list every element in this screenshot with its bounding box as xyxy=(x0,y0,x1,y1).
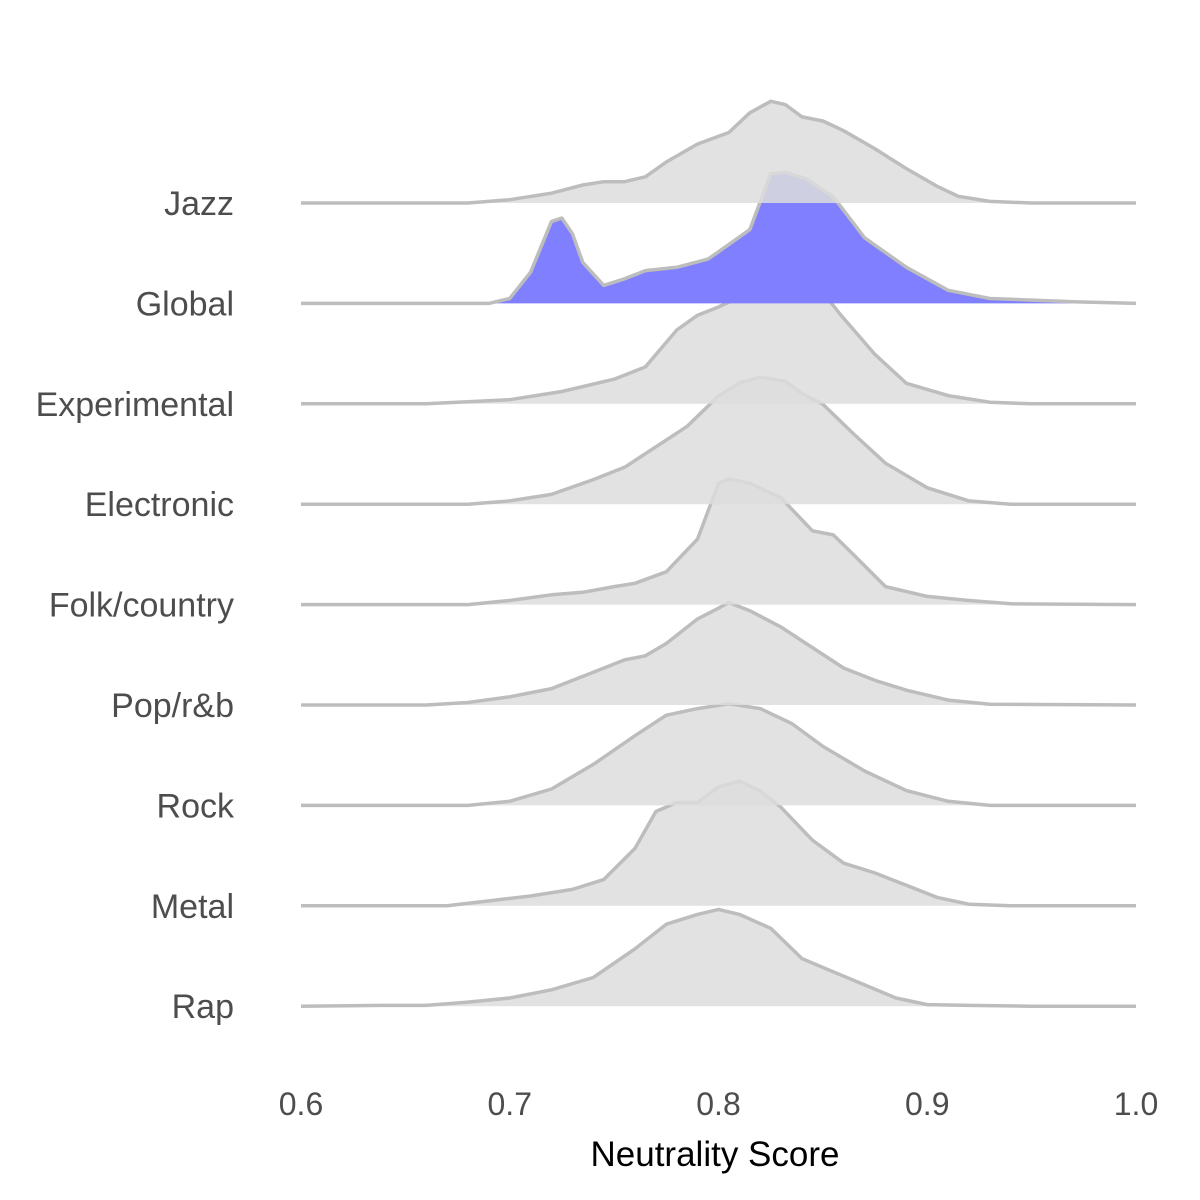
x-axis-title: Neutrality Score xyxy=(591,1135,840,1174)
y-label: Folk/country xyxy=(49,587,234,625)
ridge-global xyxy=(301,170,1137,306)
x-axis-ticks: 0.6 0.7 0.8 0.9 1.0 xyxy=(279,1086,1158,1122)
density-area xyxy=(301,479,1136,605)
density-area xyxy=(301,781,1136,906)
y-label: Experimental xyxy=(36,386,234,424)
x-tick-label: 0.7 xyxy=(488,1086,532,1122)
y-label: Electronic xyxy=(85,486,234,524)
x-tick-label: 0.8 xyxy=(696,1086,740,1122)
ridge-rap xyxy=(300,907,1136,1008)
x-tick-label: 1.0 xyxy=(1114,1086,1158,1122)
density-area xyxy=(301,377,1136,505)
density-ridges xyxy=(300,99,1137,1008)
ridge-rock xyxy=(301,701,1136,808)
ridge-pop-r-b xyxy=(301,600,1137,707)
x-tick-label: 0.9 xyxy=(905,1086,949,1122)
density-line xyxy=(301,600,1137,707)
density-line xyxy=(300,907,1136,1008)
y-axis-labels: Jazz Global Experimental Electronic Folk/cou… xyxy=(36,185,235,1026)
x-tick-label: 0.6 xyxy=(279,1086,323,1122)
y-label: Pop/r&b xyxy=(111,687,234,725)
density-line xyxy=(301,99,1136,205)
y-label: Jazz xyxy=(164,185,234,223)
density-line xyxy=(301,170,1137,306)
ridge-jazz xyxy=(301,99,1136,205)
y-label: Rap xyxy=(172,988,234,1026)
density-area xyxy=(301,703,1136,806)
density-area xyxy=(301,172,1136,304)
y-label: Metal xyxy=(151,888,234,926)
density-area xyxy=(301,909,1136,1007)
density-area xyxy=(301,268,1136,404)
density-area xyxy=(301,101,1136,203)
y-label: Rock xyxy=(157,787,235,825)
y-label: Global xyxy=(136,285,234,323)
density-area xyxy=(301,602,1136,705)
